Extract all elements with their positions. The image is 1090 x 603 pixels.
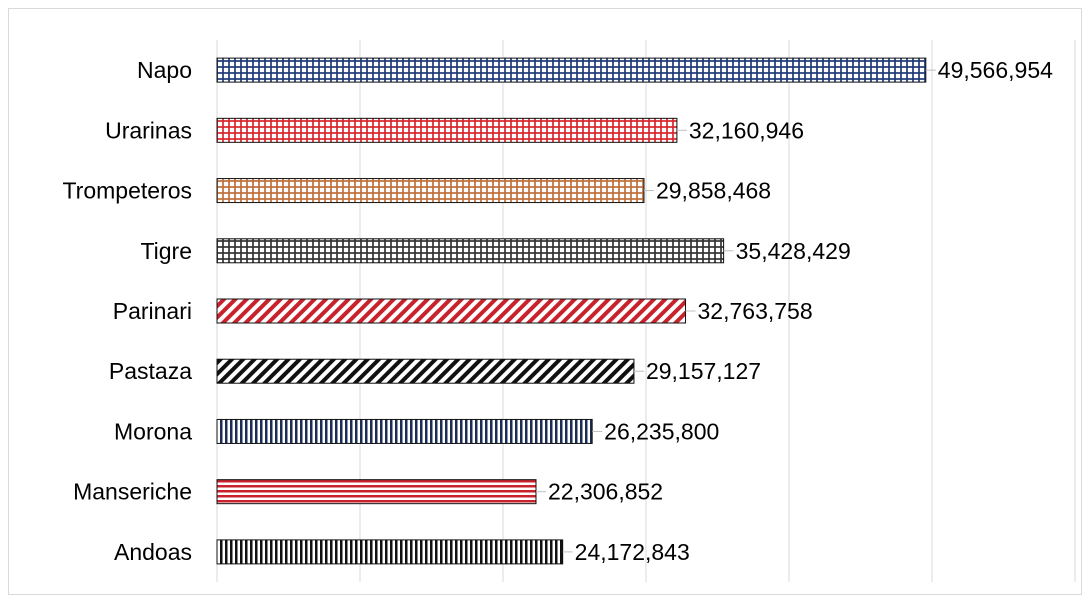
value-label: 26,235,800 — [604, 418, 719, 444]
bar-morona — [216, 418, 593, 444]
bar-trompeteros — [216, 178, 645, 204]
category-label: Andoas — [114, 539, 192, 565]
bar-tigre — [216, 238, 725, 264]
category-label: Pastaza — [109, 358, 192, 384]
labels: Napo 49,566,954 Urarinas 32,160,946 Trompete… — [62, 57, 1053, 565]
value-label: 29,858,468 — [656, 178, 771, 204]
bar-manseriche — [216, 479, 537, 505]
value-label: 35,428,429 — [736, 238, 851, 264]
value-label: 49,566,954 — [938, 57, 1053, 83]
value-label: 32,763,758 — [698, 298, 813, 324]
category-label: Tigre — [140, 238, 192, 264]
bars — [216, 57, 927, 565]
category-label: Morona — [114, 418, 192, 444]
category-label: Urarinas — [105, 117, 192, 143]
value-label: 22,306,852 — [548, 479, 663, 505]
category-label: Trompeteros — [62, 178, 192, 204]
value-label: 32,160,946 — [689, 117, 804, 143]
bar-urarinas — [216, 117, 678, 143]
bar-andoas — [216, 539, 564, 565]
bar-pastaza — [216, 358, 635, 384]
bar-napo — [216, 57, 927, 83]
value-label: 29,157,127 — [646, 358, 761, 384]
value-label: 24,172,843 — [575, 539, 690, 565]
category-label: Parinari — [113, 298, 192, 324]
category-label: Manseriche — [73, 479, 192, 505]
bar-parinari — [216, 298, 687, 324]
category-label: Napo — [137, 57, 192, 83]
